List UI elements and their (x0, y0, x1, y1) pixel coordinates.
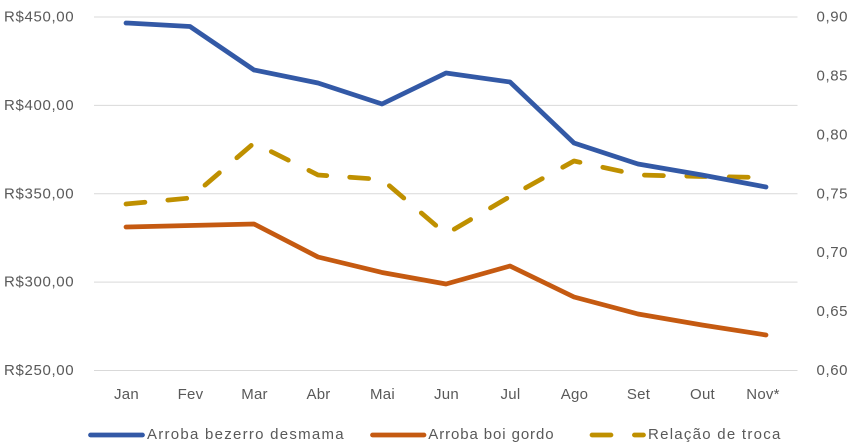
svg-text:Mai: Mai (370, 386, 395, 403)
svg-text:R$350,00: R$350,00 (4, 185, 74, 202)
svg-text:Fev: Fev (178, 386, 204, 403)
svg-text:0,90: 0,90 (817, 9, 849, 26)
svg-text:Mar: Mar (241, 386, 268, 403)
svg-text:Out: Out (690, 386, 716, 403)
svg-text:R$250,00: R$250,00 (4, 362, 74, 379)
svg-text:R$400,00: R$400,00 (4, 97, 74, 114)
svg-text:Abr: Abr (306, 386, 330, 403)
svg-text:Arroba boi gordo: Arroba boi gordo (428, 426, 554, 443)
svg-text:Jul: Jul (501, 386, 521, 403)
svg-text:R$450,00: R$450,00 (4, 9, 74, 26)
svg-text:Arroba bezerro desmama: Arroba bezerro desmama (147, 426, 345, 443)
svg-text:0,65: 0,65 (817, 303, 849, 320)
svg-text:Jan: Jan (114, 386, 139, 403)
svg-text:Set: Set (627, 386, 651, 403)
svg-text:0,75: 0,75 (817, 185, 849, 202)
svg-text:Ago: Ago (561, 386, 588, 403)
svg-text:0,80: 0,80 (817, 126, 849, 143)
svg-text:R$300,00: R$300,00 (4, 274, 74, 291)
svg-text:Relação de troca: Relação de troca (648, 426, 782, 443)
svg-text:0,60: 0,60 (817, 362, 849, 379)
svg-text:0,85: 0,85 (817, 67, 849, 84)
svg-text:Nov*: Nov* (746, 386, 780, 403)
svg-text:Jun: Jun (434, 386, 459, 403)
svg-text:0,70: 0,70 (817, 244, 849, 261)
